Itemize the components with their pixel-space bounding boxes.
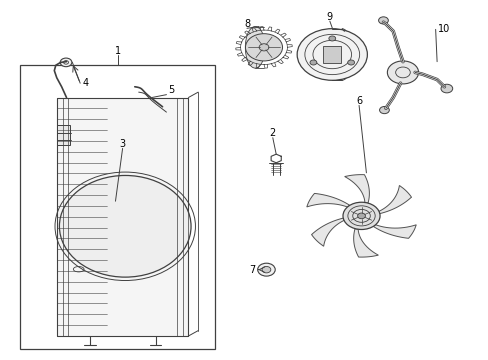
Text: 1: 1 bbox=[114, 46, 121, 56]
Circle shape bbox=[262, 266, 270, 273]
Ellipse shape bbox=[245, 27, 264, 68]
Circle shape bbox=[440, 84, 452, 93]
Circle shape bbox=[60, 58, 72, 67]
Text: 4: 4 bbox=[83, 78, 89, 88]
Polygon shape bbox=[353, 229, 378, 257]
Polygon shape bbox=[378, 185, 410, 213]
Text: 8: 8 bbox=[244, 19, 249, 29]
Polygon shape bbox=[372, 225, 415, 238]
Text: 3: 3 bbox=[119, 139, 125, 149]
Circle shape bbox=[257, 263, 275, 276]
Text: 5: 5 bbox=[168, 85, 174, 95]
Circle shape bbox=[342, 202, 379, 229]
Polygon shape bbox=[306, 193, 349, 207]
Bar bbox=[20, 65, 215, 348]
Bar bbox=[57, 126, 70, 145]
Circle shape bbox=[297, 29, 366, 80]
Circle shape bbox=[386, 61, 418, 84]
Circle shape bbox=[328, 36, 335, 41]
Text: 9: 9 bbox=[326, 12, 332, 22]
Polygon shape bbox=[344, 175, 368, 203]
Circle shape bbox=[245, 34, 282, 61]
Circle shape bbox=[309, 60, 316, 65]
Text: 10: 10 bbox=[437, 24, 449, 35]
Bar bbox=[323, 45, 340, 63]
Text: 2: 2 bbox=[269, 129, 275, 138]
Circle shape bbox=[259, 44, 268, 51]
Circle shape bbox=[347, 60, 354, 65]
Circle shape bbox=[357, 213, 365, 219]
Bar bbox=[57, 98, 188, 336]
Circle shape bbox=[379, 107, 388, 114]
Ellipse shape bbox=[59, 175, 191, 277]
Text: 6: 6 bbox=[355, 96, 362, 106]
Text: 7: 7 bbox=[248, 265, 254, 275]
Circle shape bbox=[378, 17, 387, 24]
Polygon shape bbox=[311, 218, 344, 246]
